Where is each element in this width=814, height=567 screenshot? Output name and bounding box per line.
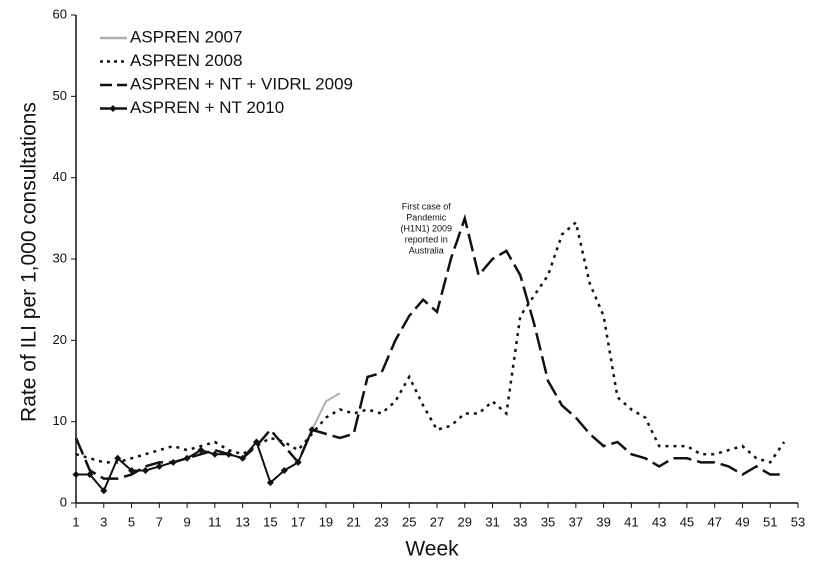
series-line — [311, 392, 341, 431]
series-line — [76, 429, 313, 493]
x-tick-label: 33 — [513, 514, 527, 529]
annotation: Australia — [409, 245, 444, 255]
x-tick-label: 15 — [263, 514, 277, 529]
y-tick-label: 30 — [53, 250, 67, 265]
annotation: Pandemic — [406, 212, 447, 222]
x-tick-label: 19 — [319, 514, 333, 529]
legend-label: ASPREN + NT 2010 — [130, 98, 284, 117]
x-tick-label: 37 — [569, 514, 583, 529]
x-tick-label: 1 — [72, 514, 79, 529]
point-marker — [72, 471, 80, 479]
annotation: (H1N1) 2009 — [400, 223, 452, 233]
point-marker — [128, 466, 136, 474]
x-tick-label: 35 — [541, 514, 555, 529]
x-tick-label: 11 — [208, 514, 222, 529]
legend-label: ASPREN 2008 — [130, 51, 242, 70]
point-marker — [225, 450, 233, 458]
x-tick-label: 39 — [596, 514, 610, 529]
y-axis-label: Rate of ILI per 1,000 consultations — [18, 102, 41, 422]
x-tick-label: 7 — [156, 514, 163, 529]
legend-marker — [109, 105, 117, 112]
y-tick-label: 60 — [53, 6, 67, 21]
x-axis-label: Week — [405, 538, 459, 561]
x-tick-label: 9 — [183, 514, 190, 529]
y-tick-label: 0 — [60, 494, 67, 509]
point-marker — [169, 458, 177, 466]
point-marker — [197, 446, 205, 454]
x-tick-label: 5 — [128, 514, 135, 529]
legend-label: ASPREN + NT + VIDRL 2009 — [130, 74, 353, 93]
legend-label: ASPREN 2007 — [130, 27, 242, 46]
x-tick-label: 43 — [652, 514, 666, 529]
x-tick-label: 25 — [402, 514, 416, 529]
y-tick-label: 10 — [53, 413, 67, 428]
point-marker — [211, 450, 219, 458]
point-marker — [308, 426, 316, 434]
point-marker — [294, 458, 302, 466]
x-tick-label: 31 — [485, 514, 499, 529]
point-marker — [253, 438, 260, 446]
annotation: First case of — [402, 201, 452, 211]
y-tick-label: 50 — [53, 88, 67, 103]
x-tick-label: 53 — [791, 514, 805, 529]
point-marker — [114, 454, 122, 462]
point-marker — [239, 454, 247, 462]
point-marker — [100, 487, 108, 495]
x-tick-label: 51 — [763, 514, 777, 529]
series-line — [75, 220, 786, 464]
x-tick-label: 23 — [374, 514, 388, 529]
x-tick-label: 45 — [680, 514, 694, 529]
x-tick-label: 13 — [235, 514, 249, 529]
series-line — [74, 213, 785, 480]
x-tick-label: 17 — [291, 514, 305, 529]
y-tick-label: 40 — [53, 169, 67, 184]
y-tick-label: 20 — [53, 332, 67, 347]
annotation: reported in — [405, 234, 448, 244]
x-tick-label: 3 — [100, 514, 107, 529]
point-marker — [141, 466, 149, 474]
point-marker — [86, 471, 94, 479]
x-tick-label: 49 — [735, 514, 749, 529]
x-tick-label: 21 — [346, 514, 360, 529]
x-tick-label: 29 — [458, 514, 472, 529]
point-marker — [280, 466, 288, 474]
x-tick-label: 41 — [624, 514, 638, 529]
point-marker — [266, 479, 274, 487]
x-tick-label: 47 — [707, 514, 721, 529]
point-marker — [155, 462, 163, 470]
x-tick-label: 27 — [430, 514, 444, 529]
point-marker — [183, 454, 191, 462]
